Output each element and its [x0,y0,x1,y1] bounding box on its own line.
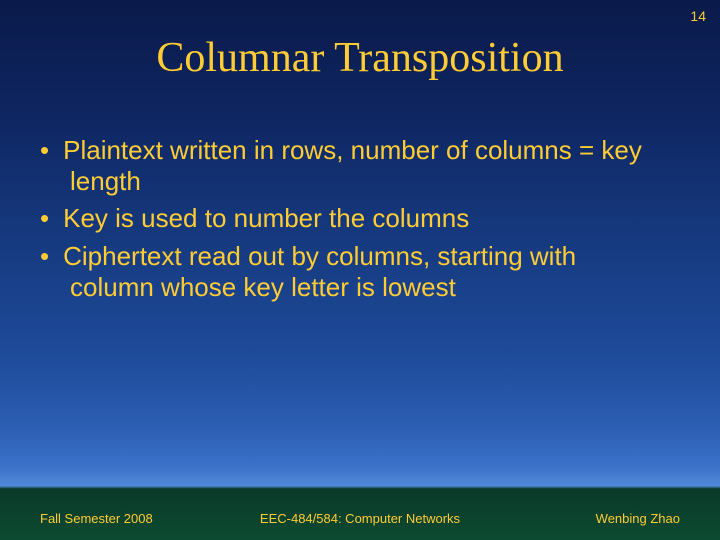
footer-center: EEC-484/584: Computer Networks [253,511,466,526]
bullet-item: Plaintext written in rows, number of col… [40,135,660,197]
bullet-item: Ciphertext read out by columns, starting… [40,241,660,303]
slide-footer: Fall Semester 2008 EEC-484/584: Computer… [0,511,720,526]
page-number: 14 [690,8,706,24]
bullet-list: Plaintext written in rows, number of col… [40,135,660,303]
slide-content: Plaintext written in rows, number of col… [40,135,660,309]
footer-left: Fall Semester 2008 [40,511,253,526]
slide: 14 Columnar Transposition Plaintext writ… [0,0,720,540]
footer-right: Wenbing Zhao [467,511,680,526]
slide-title: Columnar Transposition [0,34,720,82]
bullet-item: Key is used to number the columns [40,203,660,234]
